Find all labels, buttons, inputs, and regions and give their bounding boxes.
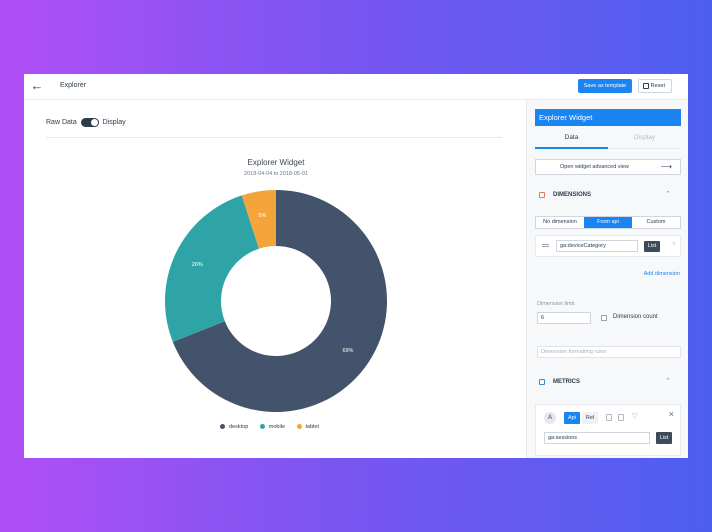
reset-label: Reset (650, 83, 665, 89)
dimensions-icon (539, 192, 545, 198)
explorer-window: ← Explorer Save as template Reset Raw Da… (24, 74, 688, 458)
panel-title[interactable]: Explorer Widget (535, 109, 681, 126)
legend-label-tablet: tablet (305, 424, 319, 430)
dimension-list-button[interactable]: List (644, 241, 660, 252)
save-as-template-button[interactable]: Save as template (578, 79, 632, 93)
dimension-mode-selector: No dimension From api Custom (535, 216, 681, 229)
divider (46, 137, 502, 138)
mode-custom[interactable]: Custom (646, 219, 666, 225)
view-toggle-row: Raw Data Display (46, 118, 126, 127)
chart-title: Explorer Widget (247, 158, 305, 167)
dimension-input[interactable]: ga:deviceCategory (556, 240, 638, 252)
metric-avatar: A (544, 412, 556, 424)
donut-slice-mobile[interactable] (165, 195, 260, 342)
tab-display[interactable]: Display (633, 134, 656, 141)
metrics-icon (539, 379, 545, 385)
dimension-limit-label: Dimension limit (537, 301, 575, 307)
open-advanced-view-button[interactable]: Open widget advanced view ⟶ (535, 159, 681, 175)
mode-from-api[interactable]: From api (584, 217, 632, 228)
metric-input[interactable]: ga:sessions (544, 432, 650, 444)
donut-slice-tablet[interactable] (241, 190, 276, 249)
reset-button[interactable]: Reset (638, 79, 672, 93)
donut-chart: 69% 26% 5% (165, 190, 387, 412)
dimension-count-checkbox[interactable] (601, 315, 607, 321)
tab-data[interactable]: Data (564, 134, 579, 141)
dimension-formatting-input[interactable]: Dimension formatting rules (537, 346, 681, 358)
metric-api-toggle[interactable]: Api (564, 412, 580, 424)
add-dimension-link[interactable]: Add dimension (643, 271, 680, 277)
metrics-section-header[interactable]: METRICS ⌃ (535, 373, 681, 393)
slice-label-desktop: 69% (342, 348, 353, 354)
metric-rel-toggle[interactable]: Rel (582, 412, 598, 424)
raw-data-label: Raw Data (46, 119, 77, 126)
filter-icon[interactable]: ▽ (632, 413, 638, 420)
metrics-heading: METRICS (553, 379, 580, 385)
legend-label-mobile: mobile (268, 424, 285, 430)
dimension-limit-input[interactable]: 6 (537, 312, 591, 324)
slice-label-mobile: 26% (192, 262, 203, 268)
donut-slice-desktop[interactable] (172, 190, 387, 412)
chevron-up-icon[interactable]: ⌃ (665, 378, 671, 385)
page-title: Explorer (60, 82, 87, 89)
legend-dot-desktop (220, 424, 225, 430)
tab-divider (535, 148, 681, 149)
arrow-left-icon[interactable]: ← (30, 78, 44, 93)
display-label: Display (102, 119, 126, 126)
dimensions-heading: DIMENSIONS (553, 192, 592, 198)
chevron-up-icon[interactable]: ⌃ (665, 191, 671, 198)
mode-no-dimension[interactable]: No dimension (543, 219, 577, 225)
chart-legend: desktop mobile tablet (220, 424, 329, 430)
drag-handle-icon[interactable] (542, 244, 549, 245)
copy-icon[interactable] (606, 414, 612, 421)
calculator-icon[interactable] (618, 414, 624, 421)
reset-icon (643, 83, 649, 89)
close-icon[interactable]: × (668, 409, 674, 419)
open-advanced-view-label: Open widget advanced view (560, 164, 629, 170)
chart-subtitle: 2018-04-04 to 2018-05-01 (244, 171, 308, 177)
metric-row: A Api Rel ▽ × ga:sessions List (535, 404, 681, 456)
legend-item-desktop[interactable]: desktop (220, 424, 248, 430)
widget-settings-panel: Explorer Widget Data Display Open widget… (526, 100, 688, 458)
legend-dot-tablet (296, 424, 302, 430)
legend-item-tablet[interactable]: tablet (296, 424, 319, 430)
slice-label-tablet: 5% (258, 213, 266, 219)
legend-dot-mobile (259, 424, 265, 430)
metric-list-button[interactable]: List (656, 432, 672, 444)
dimensions-section-header[interactable]: DIMENSIONS ⌃ (535, 186, 681, 206)
dimension-row: ga:deviceCategory List × (535, 235, 681, 257)
close-icon[interactable]: × (671, 241, 676, 248)
legend-item-mobile[interactable]: mobile (259, 424, 285, 430)
top-bar: ← Explorer Save as template Reset (24, 74, 688, 100)
arrow-right-icon: ⟶ (660, 162, 672, 171)
tab-active-indicator (535, 147, 608, 149)
dimension-count-label: Dimension count (613, 314, 658, 320)
raw-display-toggle[interactable] (80, 118, 99, 127)
legend-label-desktop: desktop (229, 424, 249, 430)
